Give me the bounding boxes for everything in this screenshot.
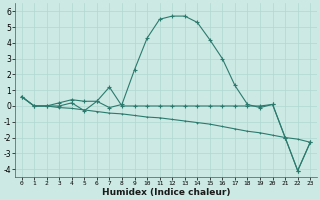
X-axis label: Humidex (Indice chaleur): Humidex (Indice chaleur) (102, 188, 230, 197)
